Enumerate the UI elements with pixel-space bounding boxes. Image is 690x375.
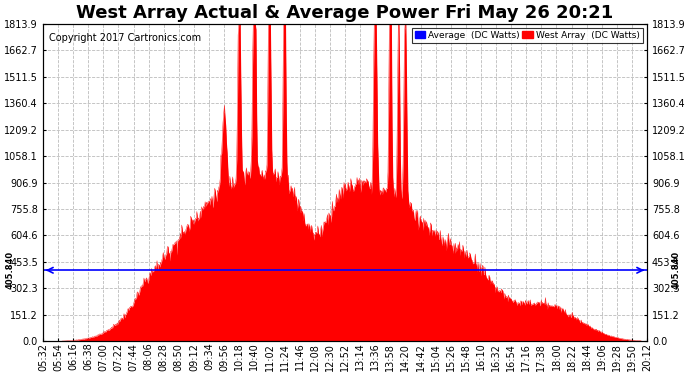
- Text: Copyright 2017 Cartronics.com: Copyright 2017 Cartronics.com: [49, 33, 201, 43]
- Title: West Array Actual & Average Power Fri May 26 20:21: West Array Actual & Average Power Fri Ma…: [77, 4, 613, 22]
- Legend: Average  (DC Watts), West Array  (DC Watts): Average (DC Watts), West Array (DC Watts…: [412, 28, 642, 43]
- Text: 405.840: 405.840: [671, 251, 680, 290]
- Text: 405.840: 405.840: [5, 251, 14, 290]
